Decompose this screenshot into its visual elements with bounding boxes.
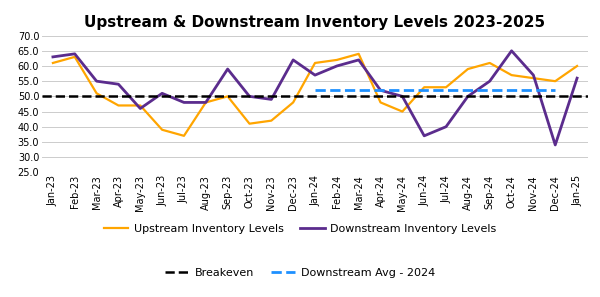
Upstream Inventory Levels bbox=[268, 119, 275, 122]
Downstream Avg - 2024 bbox=[551, 89, 559, 92]
Upstream Inventory Levels bbox=[224, 94, 231, 98]
Line: Upstream Inventory Levels: Upstream Inventory Levels bbox=[53, 54, 577, 136]
Upstream Inventory Levels bbox=[49, 61, 56, 65]
Upstream Inventory Levels bbox=[202, 101, 209, 104]
Downstream Inventory Levels bbox=[224, 67, 231, 71]
Upstream Inventory Levels bbox=[421, 86, 428, 89]
Downstream Inventory Levels bbox=[93, 79, 100, 83]
Downstream Inventory Levels bbox=[551, 143, 559, 147]
Upstream Inventory Levels bbox=[333, 58, 340, 62]
Downstream Inventory Levels bbox=[530, 73, 537, 77]
Downstream Inventory Levels bbox=[71, 52, 79, 56]
Downstream Inventory Levels bbox=[49, 55, 56, 59]
Downstream Inventory Levels bbox=[377, 89, 384, 92]
Downstream Inventory Levels bbox=[115, 83, 122, 86]
Downstream Inventory Levels bbox=[508, 49, 515, 53]
Downstream Inventory Levels bbox=[158, 91, 166, 95]
Downstream Inventory Levels bbox=[181, 101, 188, 104]
Upstream Inventory Levels bbox=[181, 134, 188, 138]
Downstream Inventory Levels bbox=[333, 64, 340, 68]
Upstream Inventory Levels bbox=[93, 91, 100, 95]
Title: Upstream & Downstream Inventory Levels 2023-2025: Upstream & Downstream Inventory Levels 2… bbox=[85, 15, 545, 30]
Upstream Inventory Levels bbox=[530, 76, 537, 80]
Downstream Inventory Levels bbox=[268, 98, 275, 101]
Downstream Inventory Levels bbox=[464, 94, 472, 98]
Upstream Inventory Levels bbox=[290, 101, 297, 104]
Upstream Inventory Levels bbox=[71, 55, 79, 59]
Upstream Inventory Levels bbox=[442, 86, 449, 89]
Line: Downstream Inventory Levels: Downstream Inventory Levels bbox=[53, 51, 577, 145]
Downstream Inventory Levels bbox=[202, 101, 209, 104]
Upstream Inventory Levels bbox=[115, 104, 122, 107]
Downstream Inventory Levels bbox=[290, 58, 297, 62]
Breakeven bbox=[71, 94, 79, 98]
Upstream Inventory Levels bbox=[246, 122, 253, 125]
Upstream Inventory Levels bbox=[158, 128, 166, 132]
Downstream Inventory Levels bbox=[355, 58, 362, 62]
Downstream Avg - 2024 bbox=[311, 89, 319, 92]
Upstream Inventory Levels bbox=[137, 104, 144, 107]
Upstream Inventory Levels bbox=[355, 52, 362, 56]
Breakeven bbox=[49, 94, 56, 98]
Upstream Inventory Levels bbox=[464, 67, 472, 71]
Downstream Inventory Levels bbox=[574, 76, 581, 80]
Legend: Upstream Inventory Levels, Downstream Inventory Levels: Upstream Inventory Levels, Downstream In… bbox=[99, 219, 501, 238]
Upstream Inventory Levels bbox=[551, 79, 559, 83]
Downstream Inventory Levels bbox=[246, 94, 253, 98]
Upstream Inventory Levels bbox=[486, 61, 493, 65]
Upstream Inventory Levels bbox=[399, 110, 406, 113]
Upstream Inventory Levels bbox=[574, 64, 581, 68]
Downstream Inventory Levels bbox=[442, 125, 449, 129]
Upstream Inventory Levels bbox=[311, 61, 319, 65]
Downstream Inventory Levels bbox=[399, 94, 406, 98]
Downstream Inventory Levels bbox=[421, 134, 428, 138]
Downstream Inventory Levels bbox=[137, 107, 144, 110]
Downstream Inventory Levels bbox=[486, 79, 493, 83]
Upstream Inventory Levels bbox=[377, 101, 384, 104]
Downstream Inventory Levels bbox=[311, 73, 319, 77]
Upstream Inventory Levels bbox=[508, 73, 515, 77]
Legend: Breakeven, Downstream Avg - 2024: Breakeven, Downstream Avg - 2024 bbox=[160, 264, 440, 282]
